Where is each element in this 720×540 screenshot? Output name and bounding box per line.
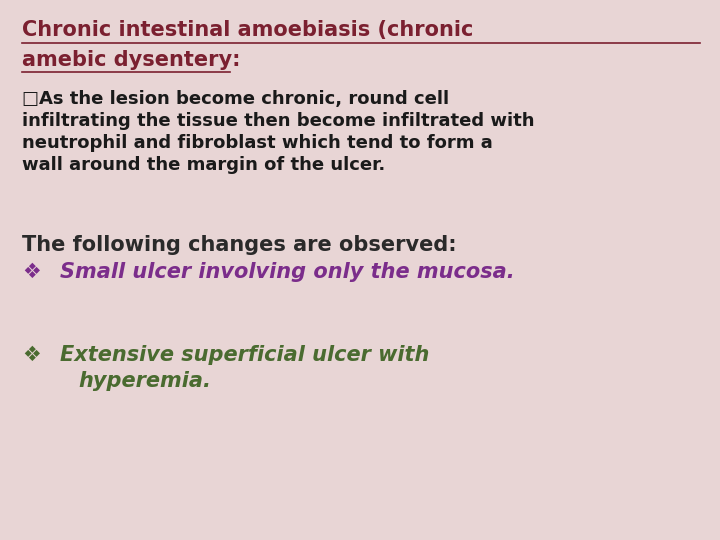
- Text: Chronic intestinal amoebiasis (chronic: Chronic intestinal amoebiasis (chronic: [22, 20, 473, 40]
- Text: ❖: ❖: [22, 345, 41, 365]
- Text: The following changes are observed:: The following changes are observed:: [22, 235, 456, 255]
- Text: ❖: ❖: [22, 262, 41, 282]
- Text: Extensive superficial ulcer with: Extensive superficial ulcer with: [60, 345, 429, 365]
- Text: infiltrating the tissue then become infiltrated with: infiltrating the tissue then become infi…: [22, 112, 534, 130]
- Text: wall around the margin of the ulcer.: wall around the margin of the ulcer.: [22, 156, 385, 174]
- Text: amebic dysentery:: amebic dysentery:: [22, 50, 240, 70]
- Text: hyperemia.: hyperemia.: [78, 371, 211, 391]
- Text: Small ulcer involving only the mucosa.: Small ulcer involving only the mucosa.: [60, 262, 515, 282]
- Text: □As the lesion become chronic, round cell: □As the lesion become chronic, round cel…: [22, 90, 449, 108]
- Text: neutrophil and fibroblast which tend to form a: neutrophil and fibroblast which tend to …: [22, 134, 492, 152]
